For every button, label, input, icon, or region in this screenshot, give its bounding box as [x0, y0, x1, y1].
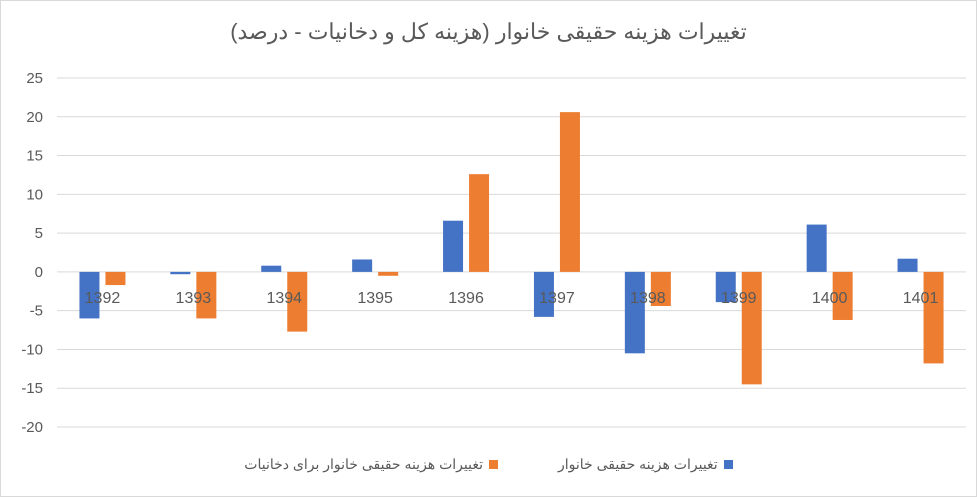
x-category-label: 1397: [539, 290, 575, 307]
x-category-label: 1400: [812, 290, 848, 307]
bar-series-1-1397: [533, 271, 554, 317]
bar-series-1-1393: [170, 271, 191, 275]
legend-item-series-1: تغییرات هزینه حقیقی خانوار: [558, 456, 733, 473]
legend-swatch-series-2: [488, 460, 498, 469]
y-tick-label: -10: [21, 341, 43, 358]
legend-label-series-2: تغییرات هزینه حقیقی خانوار برای دخانیات: [244, 456, 483, 472]
bar-series-2-1399: [741, 271, 762, 385]
y-tick-label: 15: [26, 148, 43, 165]
y-tick-label: 10: [26, 186, 43, 203]
legend-item-series-2: تغییرات هزینه حقیقی خانوار برای دخانیات: [244, 456, 498, 473]
x-category-label: 1395: [357, 290, 393, 307]
x-category-label: 1392: [85, 290, 121, 307]
y-tick-label: 5: [35, 225, 43, 242]
x-category-label: 1393: [176, 290, 212, 307]
bar-series-1-1399: [715, 271, 736, 303]
legend-label-series-1: تغییرات هزینه حقیقی خانوار: [557, 456, 718, 472]
bar-series-1-1400: [806, 224, 827, 272]
x-category-label: 1401: [903, 290, 939, 307]
bar-series-2-1400: [832, 271, 853, 320]
bar-series-2-1392: [105, 271, 126, 286]
x-category-label: 1394: [266, 290, 302, 307]
bar-series-2-1397: [559, 112, 580, 272]
bar-series-2-1401: [923, 271, 944, 364]
bar-series-1-1398: [624, 271, 645, 354]
chart-title: تغییرات هزینه حقیقی خانوار (هزینه کل و د…: [230, 19, 747, 44]
y-tick-label: 0: [35, 264, 43, 281]
bar-series-2-1393: [196, 271, 217, 319]
bar-series-1-1392: [79, 271, 100, 319]
bar-series-2-1398: [650, 271, 671, 307]
bar-series-1-1401: [897, 258, 918, 272]
legend: تغییرات هزینه حقیقی خانوار تغییرات هزینه…: [1, 456, 976, 473]
bar-series-1-1395: [352, 259, 373, 272]
bar-series-1-1396: [443, 220, 464, 272]
bar-series-1-1394: [261, 265, 282, 272]
y-tick-label: 25: [26, 70, 43, 87]
x-category-label: 1396: [448, 290, 484, 307]
bar-series-2-1395: [378, 271, 399, 276]
x-category-label: 1398: [630, 290, 666, 307]
y-tick-label: -20: [21, 419, 43, 436]
bar-series-2-1394: [287, 271, 308, 332]
y-tick-label: -15: [21, 380, 43, 397]
bar-series-2-1396: [469, 174, 490, 272]
x-category-label: 1399: [721, 290, 757, 307]
y-tick-label: -5: [30, 303, 43, 320]
y-tick-label: 20: [26, 109, 43, 126]
legend-swatch-series-1: [723, 460, 733, 469]
